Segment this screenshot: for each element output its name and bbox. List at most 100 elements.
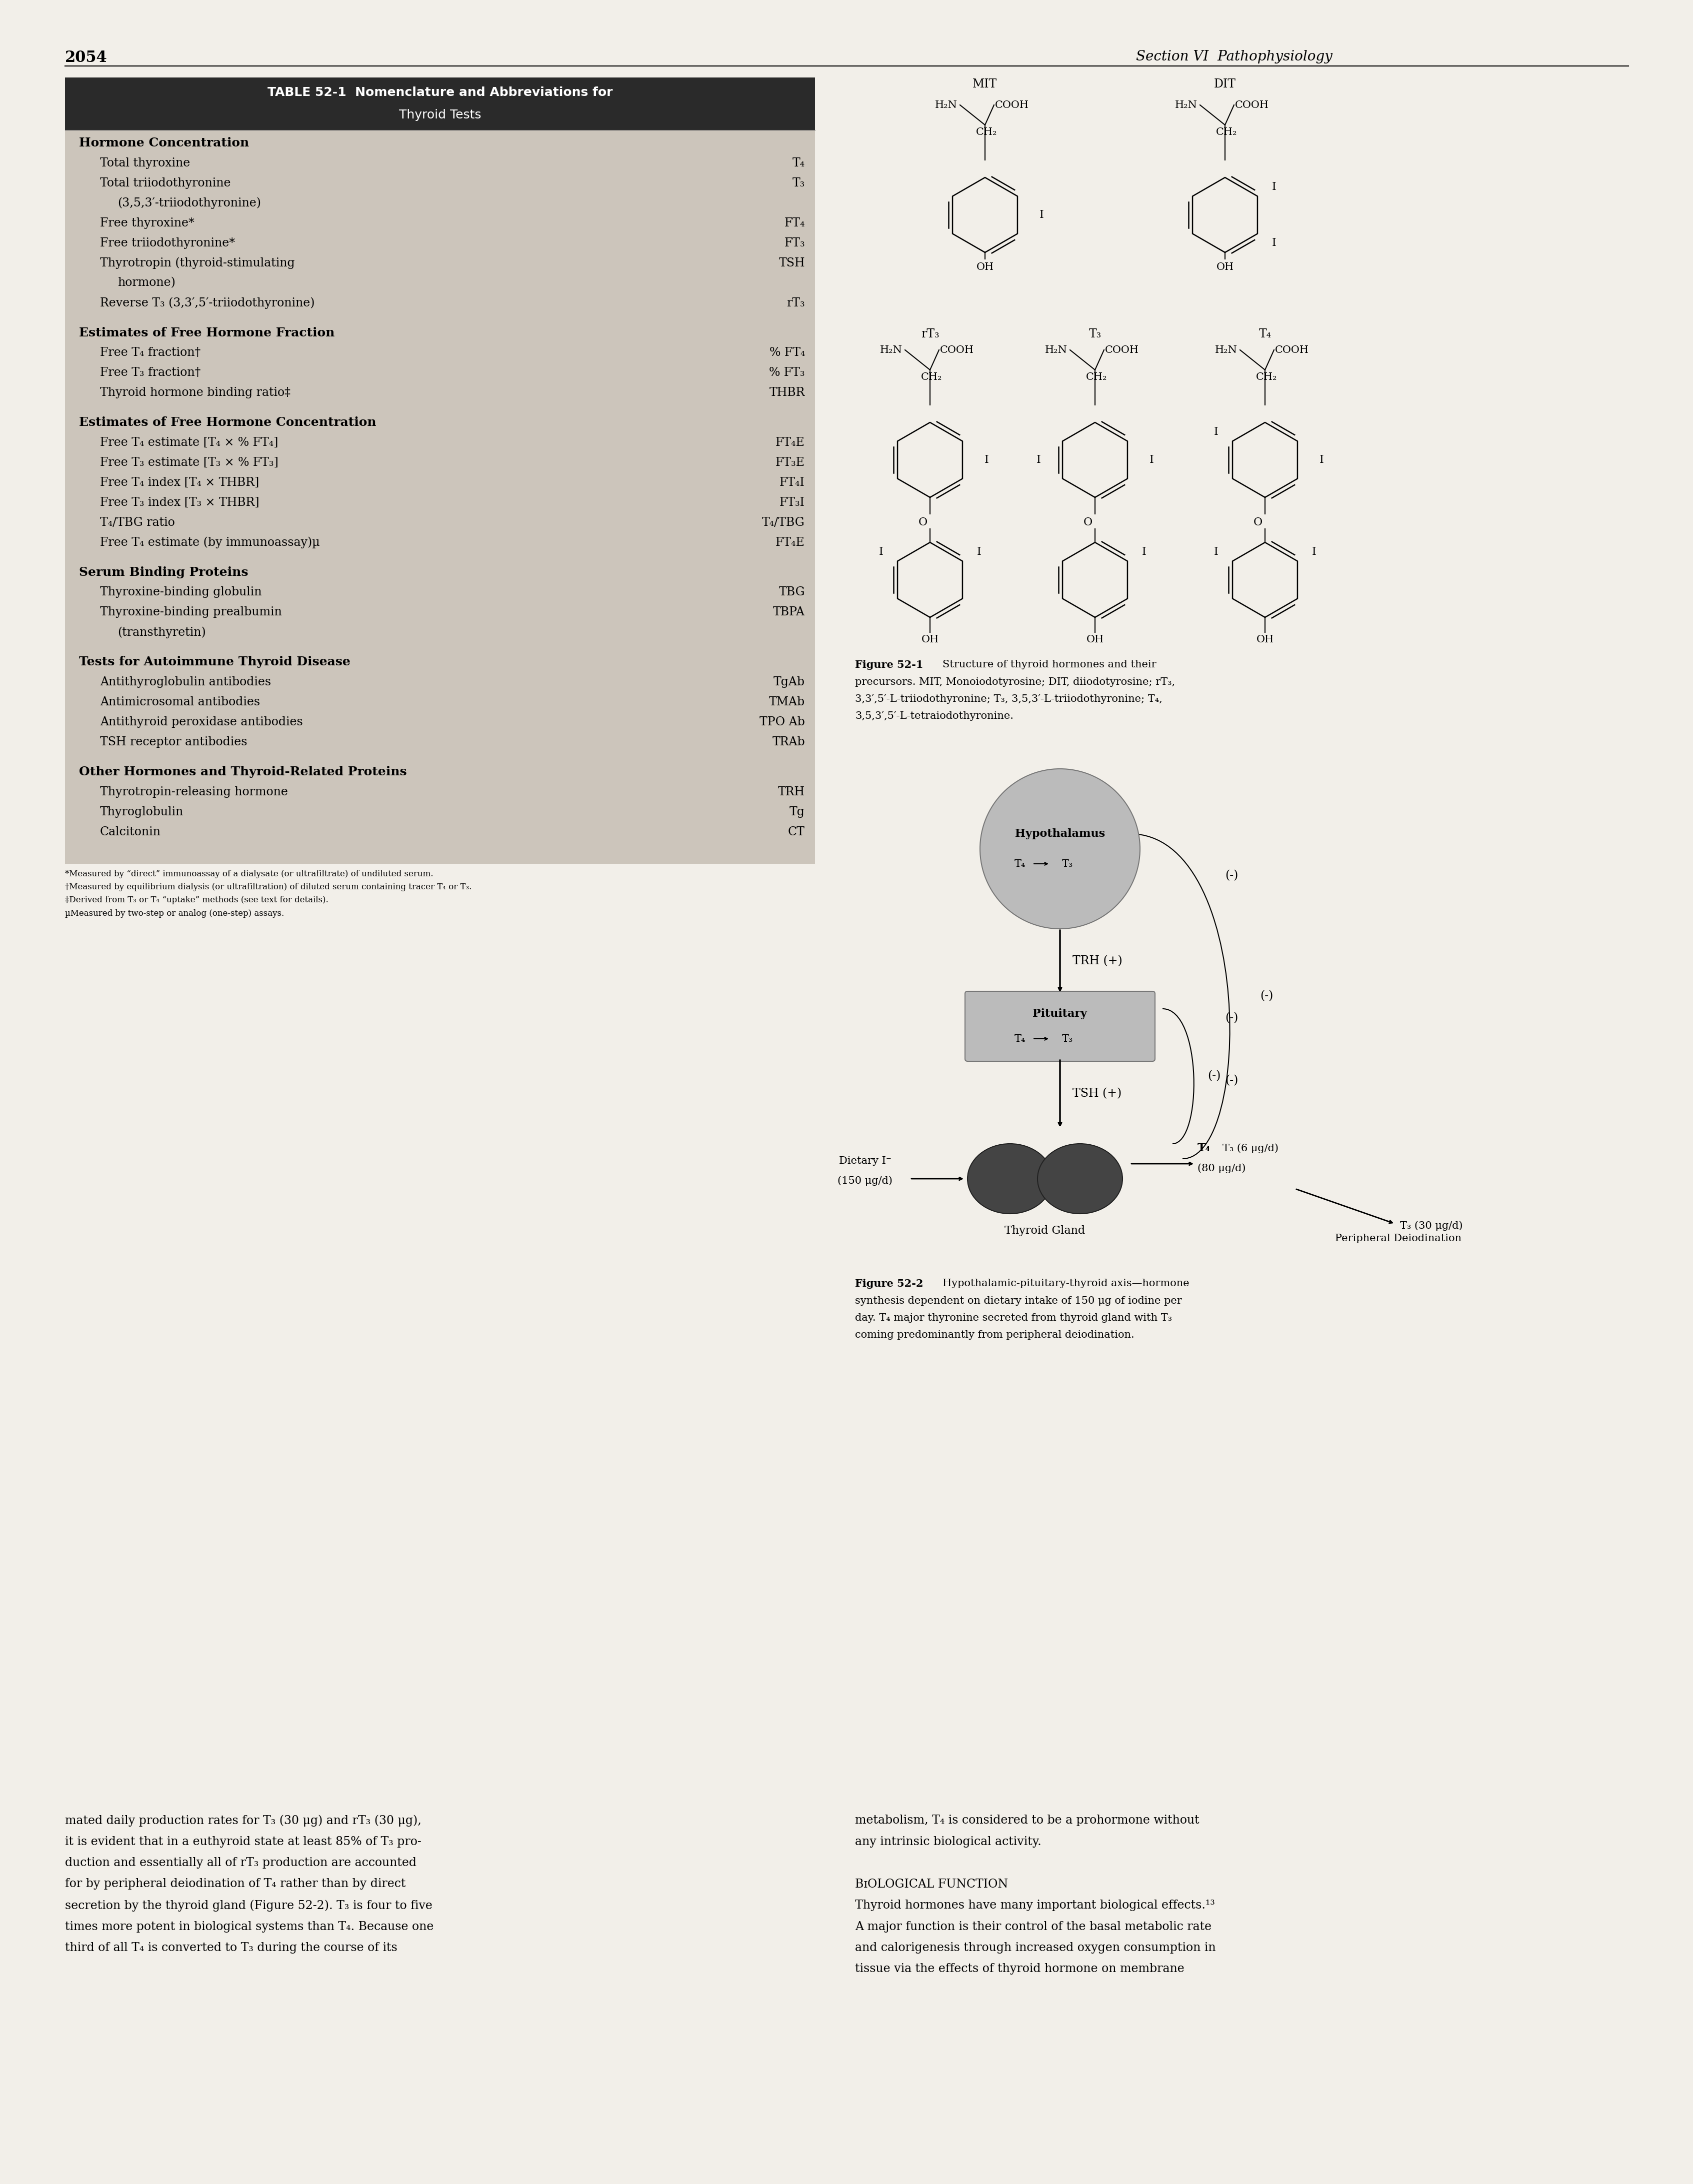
Text: Structure of thyroid hormones and their: Structure of thyroid hormones and their — [943, 660, 1156, 668]
Text: T₄: T₄ — [1258, 328, 1271, 341]
Ellipse shape — [967, 1144, 1051, 1214]
Text: Hormone Concentration: Hormone Concentration — [80, 138, 249, 149]
Text: T₃: T₃ — [1089, 328, 1100, 341]
Text: FT₃: FT₃ — [784, 238, 804, 249]
Text: H₂N: H₂N — [935, 100, 957, 109]
Text: CT: CT — [787, 826, 804, 839]
Text: day. T₄ major thyronine secreted from thyroid gland with T₃: day. T₄ major thyronine secreted from th… — [855, 1313, 1172, 1324]
Text: for by peripheral deiodination of T₄ rather than by direct: for by peripheral deiodination of T₄ rat… — [64, 1878, 406, 1889]
Text: TMAb: TMAb — [769, 697, 804, 708]
Text: CH₂: CH₂ — [975, 127, 997, 138]
Text: T₄: T₄ — [1197, 1142, 1210, 1153]
Text: T₃ (30 μg/d): T₃ (30 μg/d) — [1400, 1221, 1463, 1232]
Text: OH: OH — [1256, 636, 1273, 644]
Text: Thyroid Gland: Thyroid Gland — [1004, 1225, 1085, 1236]
Text: secretion by the thyroid gland (Figure 52-2). T₃ is four to five: secretion by the thyroid gland (Figure 5… — [64, 1900, 432, 1911]
Text: CH₂: CH₂ — [1256, 373, 1277, 382]
Text: Other Hormones and Thyroid-Related Proteins: Other Hormones and Thyroid-Related Prote… — [80, 767, 406, 778]
Text: (-): (-) — [1224, 1011, 1238, 1024]
Text: *Measured by “direct” immunoassay of a dialysate (or ultrafiltrate) of undiluted: *Measured by “direct” immunoassay of a d… — [64, 869, 433, 878]
Text: I: I — [1036, 454, 1041, 465]
Text: (-): (-) — [1224, 869, 1238, 882]
Text: TPO Ab: TPO Ab — [760, 716, 804, 727]
Text: Free T₄ estimate [T₄ × % FT₄]: Free T₄ estimate [T₄ × % FT₄] — [100, 437, 278, 448]
Text: Total triiodothyronine: Total triiodothyronine — [100, 177, 230, 188]
Text: OH: OH — [1085, 636, 1104, 644]
Text: I: I — [1150, 454, 1153, 465]
Text: OH: OH — [1216, 262, 1234, 273]
Text: Total thyroxine: Total thyroxine — [100, 157, 190, 168]
FancyBboxPatch shape — [64, 76, 814, 131]
Text: I: I — [1040, 210, 1043, 221]
Text: T₃: T₃ — [1062, 858, 1073, 869]
Text: BɪOLOGICAL FUNCTION: BɪOLOGICAL FUNCTION — [855, 1878, 1007, 1889]
Text: Reverse T₃ (3,3′,5′-triiodothyronine): Reverse T₃ (3,3′,5′-triiodothyronine) — [100, 297, 315, 308]
Text: CH₂: CH₂ — [921, 373, 941, 382]
Text: Figure 52-2: Figure 52-2 — [855, 1278, 926, 1289]
Text: H₂N: H₂N — [880, 345, 902, 354]
Text: T₄: T₄ — [1014, 858, 1026, 869]
Text: Free T₄ index [T₄ × THBR]: Free T₄ index [T₄ × THBR] — [100, 476, 259, 489]
Text: I: I — [1319, 454, 1324, 465]
Text: Peripheral Deiodination: Peripheral Deiodination — [1334, 1234, 1461, 1243]
Text: FT₄E: FT₄E — [775, 537, 804, 548]
Text: Tests for Autoimmune Thyroid Disease: Tests for Autoimmune Thyroid Disease — [80, 655, 350, 668]
FancyBboxPatch shape — [64, 131, 814, 863]
Text: I: I — [1312, 546, 1315, 557]
Text: O: O — [1084, 518, 1092, 529]
Text: T₃ (6 μg/d): T₃ (6 μg/d) — [1222, 1144, 1278, 1153]
Text: COOH: COOH — [1275, 345, 1309, 354]
Text: TBPA: TBPA — [772, 607, 804, 618]
Text: OH: OH — [921, 636, 938, 644]
Text: I: I — [1214, 426, 1217, 437]
Text: TABLE 52-1  Nomenclature and Abbreviations for: TABLE 52-1 Nomenclature and Abbreviation… — [267, 87, 613, 98]
Text: I: I — [984, 454, 989, 465]
Text: TgAb: TgAb — [774, 677, 804, 688]
Text: Estimates of Free Hormone Concentration: Estimates of Free Hormone Concentration — [80, 417, 376, 428]
Text: third of all T₄ is converted to T₃ during the course of its: third of all T₄ is converted to T₃ durin… — [64, 1942, 398, 1952]
Text: TSH: TSH — [779, 258, 804, 269]
Text: Antithyroid peroxidase antibodies: Antithyroid peroxidase antibodies — [100, 716, 303, 727]
Text: 2054: 2054 — [64, 50, 107, 66]
Text: any intrinsic biological activity.: any intrinsic biological activity. — [855, 1837, 1041, 1848]
Text: Serum Binding Proteins: Serum Binding Proteins — [80, 566, 249, 579]
Text: H₂N: H₂N — [1214, 345, 1238, 354]
Text: (-): (-) — [1260, 992, 1273, 1002]
Text: O: O — [1253, 518, 1263, 529]
Text: Thyroid Tests: Thyroid Tests — [400, 109, 481, 120]
Text: (transthyretin): (transthyretin) — [117, 627, 207, 638]
Text: it is evident that in a euthyroid state at least 85% of T₃ pro-: it is evident that in a euthyroid state … — [64, 1837, 422, 1848]
Text: and calorigenesis through increased oxygen consumption in: and calorigenesis through increased oxyg… — [855, 1942, 1216, 1952]
Text: % FT₃: % FT₃ — [769, 367, 804, 378]
Text: Free triiodothyronine*: Free triiodothyronine* — [100, 238, 235, 249]
Text: DIT: DIT — [1214, 79, 1236, 90]
Text: Free T₄ estimate (by immunoassay)µ: Free T₄ estimate (by immunoassay)µ — [100, 537, 320, 548]
Text: T₄: T₄ — [1014, 1033, 1026, 1044]
Text: I: I — [977, 546, 980, 557]
Text: O: O — [918, 518, 928, 529]
Text: TBG: TBG — [779, 587, 804, 598]
Text: 3,3′,5′-L-triiodothyronine; T₃, 3,5,3′-L-triiodothyronine; T₄,: 3,3′,5′-L-triiodothyronine; T₃, 3,5,3′-L… — [855, 695, 1161, 703]
Text: FT₄: FT₄ — [784, 216, 804, 229]
Text: Dietary I⁻: Dietary I⁻ — [838, 1155, 891, 1166]
Text: TRH: TRH — [777, 786, 804, 797]
Text: H₂N: H₂N — [1175, 100, 1197, 109]
Text: (3,5,3′-triiodothyronine): (3,5,3′-triiodothyronine) — [117, 197, 261, 210]
Text: T₄/TBG: T₄/TBG — [762, 518, 804, 529]
Text: I: I — [1271, 181, 1277, 192]
Text: COOH: COOH — [1234, 100, 1268, 109]
Text: COOH: COOH — [995, 100, 1029, 109]
Text: Figure 52-1: Figure 52-1 — [855, 660, 926, 670]
Text: I: I — [1141, 546, 1146, 557]
Text: Antithyroglobulin antibodies: Antithyroglobulin antibodies — [100, 677, 271, 688]
Text: Pituitary: Pituitary — [1033, 1009, 1087, 1020]
Text: TRAb: TRAb — [772, 736, 804, 747]
Text: FT₃I: FT₃I — [779, 496, 804, 509]
Text: (-): (-) — [1224, 1075, 1238, 1085]
Text: THBR: THBR — [769, 387, 804, 397]
Text: TRH (+): TRH (+) — [1072, 957, 1122, 968]
Text: OH: OH — [975, 262, 994, 273]
Text: Thyrotropin (thyroid-stimulating: Thyrotropin (thyroid-stimulating — [100, 258, 295, 269]
Text: duction and essentially all of rT₃ production are accounted: duction and essentially all of rT₃ produ… — [64, 1856, 416, 1870]
Text: Hypothalamus: Hypothalamus — [1014, 828, 1106, 839]
